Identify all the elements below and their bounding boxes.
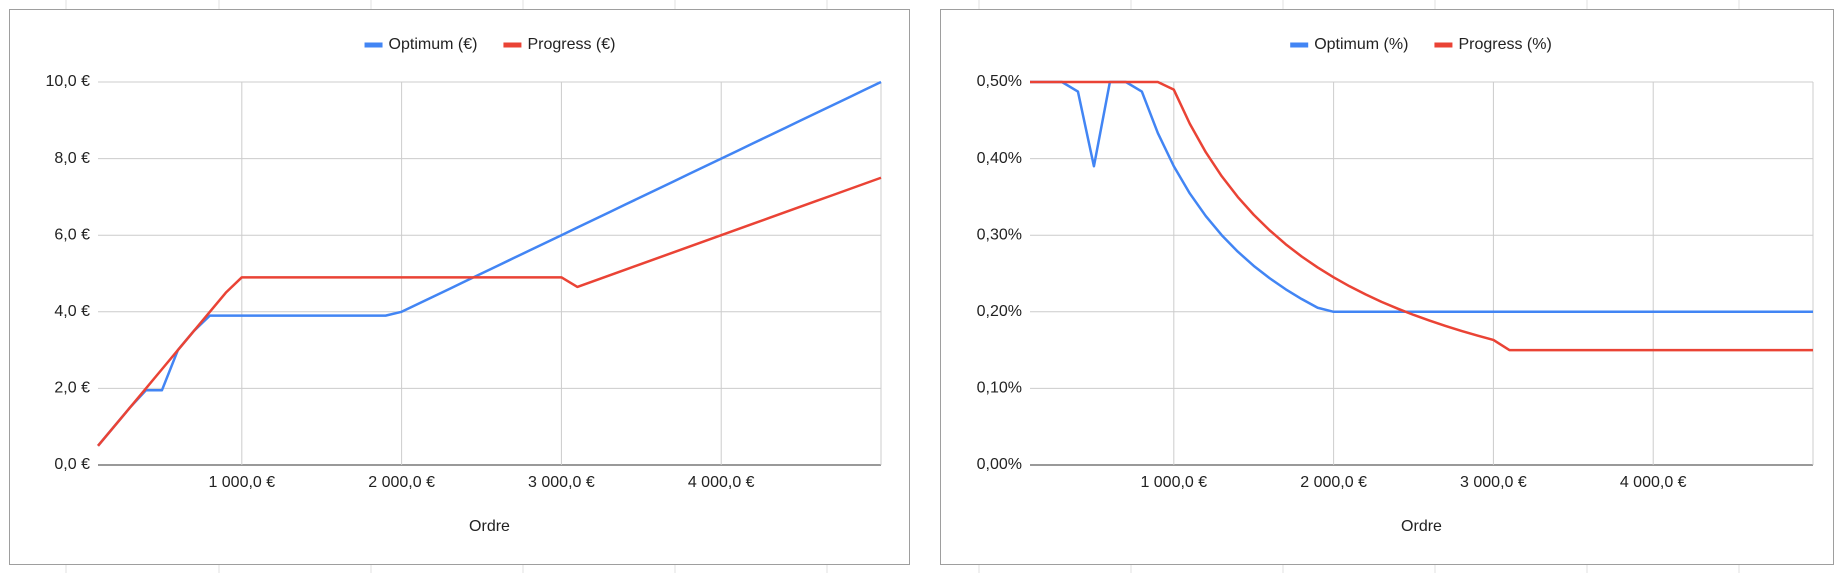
x-tick-label: 3 000,0 € [528,474,595,491]
series-line [1030,80,1813,314]
series-line [1030,80,1813,352]
legend-label: Optimum (€) [389,36,478,53]
series-line [97,176,882,447]
y-tick-label: 0,10% [977,380,1022,397]
x-tick-label: 4 000,0 € [1620,474,1687,491]
x-tick-label: 2 000,0 € [368,474,435,491]
y-tick-label: 0,0 € [54,456,90,473]
x-tick-label: 3 000,0 € [1460,474,1527,491]
legend-label: Optimum (%) [1314,36,1408,53]
y-tick-label: 10,0 € [46,73,91,90]
y-tick-label: 2,0 € [54,380,90,397]
legend-label: Progress (€) [527,36,615,53]
x-tick-label: 1 000,0 € [208,474,275,491]
y-tick-label: 4,0 € [54,303,90,320]
y-tick-label: 0,20% [977,303,1022,320]
y-tick-label: 0,50% [977,73,1022,90]
y-tick-label: 0,30% [977,226,1022,243]
chart-frame [940,9,1834,565]
x-axis-title: Ordre [1401,518,1442,535]
y-tick-label: 0,00% [977,456,1022,473]
series-line [97,80,882,447]
legend-label: Progress (%) [1458,36,1551,53]
x-tick-label: 2 000,0 € [1300,474,1367,491]
x-tick-label: 4 000,0 € [688,474,755,491]
y-tick-label: 0,40% [977,150,1022,167]
x-axis-title: Ordre [469,518,510,535]
chart-frame [9,9,910,565]
x-tick-label: 1 000,0 € [1140,474,1207,491]
y-tick-label: 6,0 € [54,226,90,243]
y-tick-label: 8,0 € [54,150,90,167]
